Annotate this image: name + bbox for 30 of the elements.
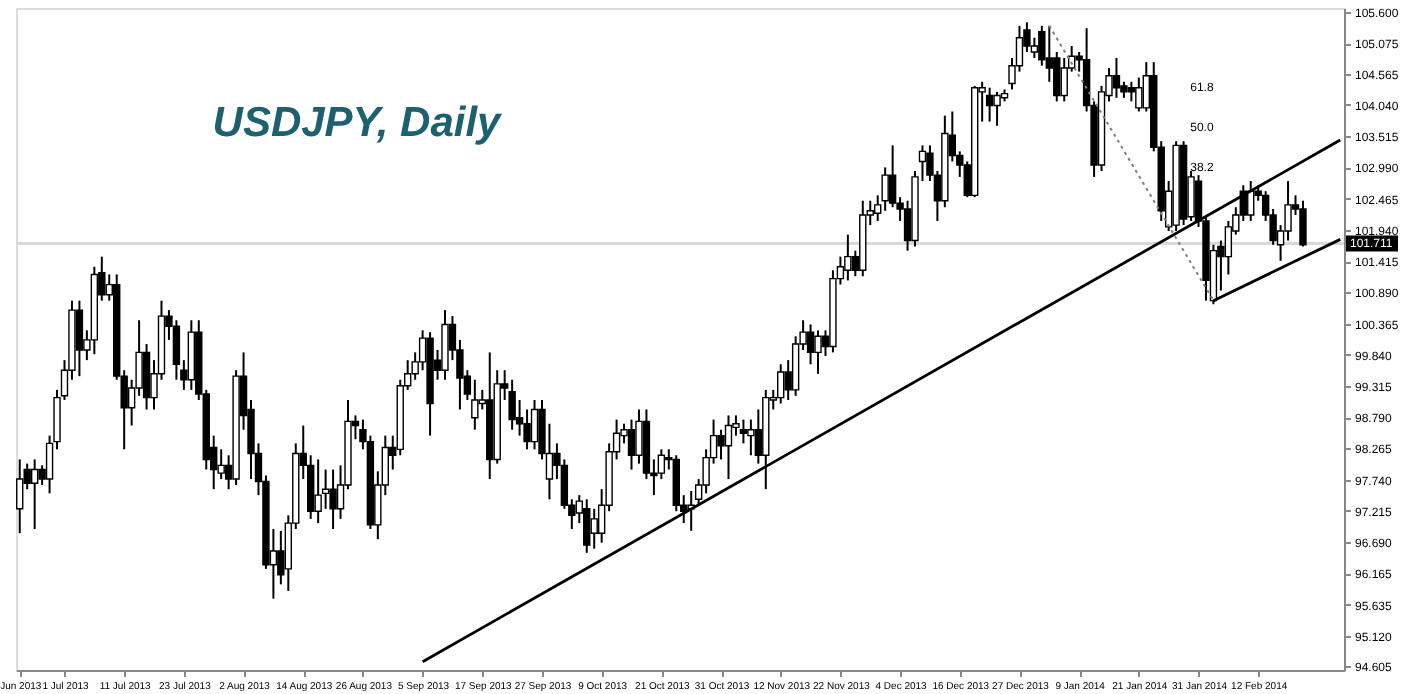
candlestick [747,418,755,457]
candlestick [844,233,852,282]
candlestick [993,90,1001,127]
candlestick [441,309,449,381]
candlestick [1135,76,1143,113]
candlestick [724,414,733,481]
text: USDJPY, Daily [212,99,504,146]
candlestick [583,498,591,554]
candlestick [1247,180,1255,222]
candlestick [1299,199,1307,248]
candlestick [30,458,39,531]
candlestick [777,363,785,405]
candlestick [16,458,24,535]
candlestick [523,408,531,451]
candlestick [187,319,196,391]
candlestick [627,418,636,471]
candlestick [314,458,322,525]
candlestick [1112,56,1121,99]
candlestick [985,86,994,123]
candlestick [508,378,516,431]
candlestick [739,418,748,445]
candlestick [590,507,598,550]
candlestick [75,299,84,378]
candlestick [717,428,725,461]
candlestick [530,398,539,451]
candlestick [1127,80,1136,103]
candlestick [471,378,479,431]
candlestick [329,468,337,531]
candlestick [806,323,815,366]
candlestick [814,329,822,375]
